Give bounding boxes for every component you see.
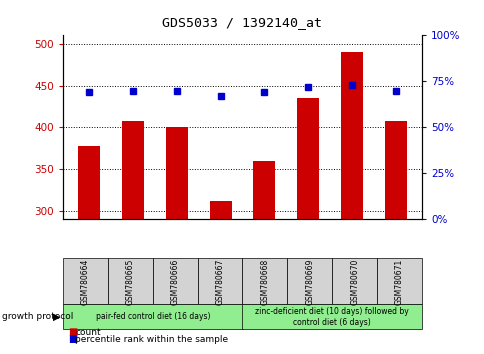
Bar (122, 121, 144, 219)
Text: GSM780670: GSM780670 (349, 258, 359, 305)
Text: ▶: ▶ (53, 312, 60, 322)
Text: GSM780668: GSM780668 (260, 258, 269, 304)
Text: GSM780667: GSM780667 (215, 258, 224, 305)
Text: GDS5033 / 1392140_at: GDS5033 / 1392140_at (162, 16, 322, 29)
Text: GSM780665: GSM780665 (125, 258, 135, 305)
Text: GSM780664: GSM780664 (81, 258, 90, 305)
Text: ■: ■ (68, 335, 77, 344)
Bar (384, 121, 406, 219)
Bar (209, 201, 231, 219)
Bar (297, 98, 318, 219)
Text: zinc-deficient diet (10 days) followed by
control diet (6 days): zinc-deficient diet (10 days) followed b… (255, 307, 408, 326)
Bar (78, 146, 100, 219)
Text: GSM780669: GSM780669 (304, 258, 314, 305)
Text: GSM780666: GSM780666 (170, 258, 180, 305)
Text: growth protocol: growth protocol (2, 312, 74, 321)
Bar (340, 52, 362, 219)
Text: percentile rank within the sample: percentile rank within the sample (75, 335, 228, 344)
Bar (166, 127, 187, 219)
Bar (253, 161, 275, 219)
Text: pair-fed control diet (16 days): pair-fed control diet (16 days) (95, 312, 210, 321)
Text: ■: ■ (68, 327, 77, 337)
Text: count: count (75, 328, 101, 337)
Text: GSM780671: GSM780671 (394, 258, 403, 304)
